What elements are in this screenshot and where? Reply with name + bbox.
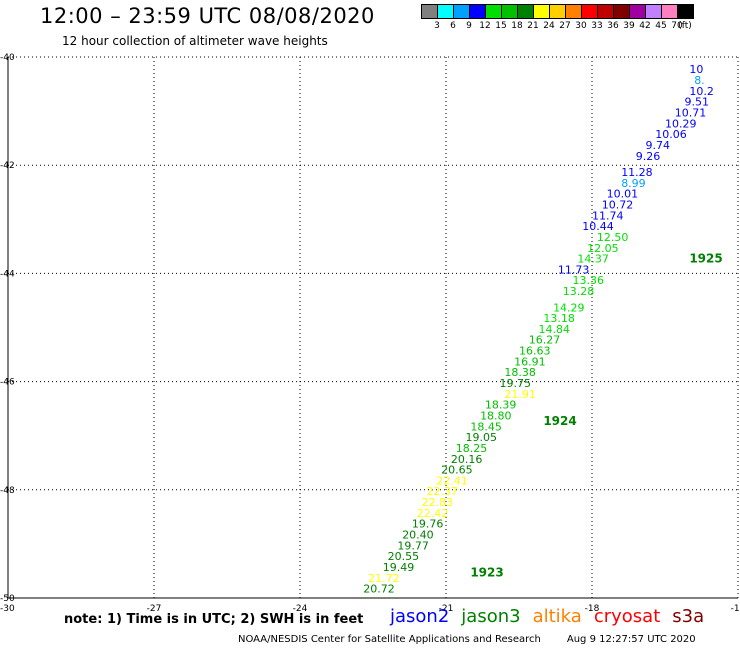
footer-timestamp: Aug 9 12:27:57 UTC 2020 xyxy=(566,634,696,645)
wave-height-label: 14.37 xyxy=(577,253,609,266)
wave-height-label: 16.27 xyxy=(529,334,561,347)
wave-height-label: 20.40 xyxy=(402,528,434,541)
color-scale-label: 12 xyxy=(479,21,491,31)
wave-height-label: 10.29 xyxy=(665,117,697,130)
color-scale-label: 18 xyxy=(511,21,523,31)
color-scale-cells xyxy=(421,4,694,19)
chart-subtitle: 12 hour collection of altimeter wave hei… xyxy=(62,34,328,48)
wave-height-label: 10.71 xyxy=(675,107,707,120)
wave-height-label: 10 xyxy=(689,63,703,76)
wave-height-label: 10.44 xyxy=(582,220,614,233)
wave-height-label: 18.39 xyxy=(485,399,517,412)
wave-height-label: 19.76 xyxy=(412,518,444,531)
color-scale-label: 3 xyxy=(434,21,440,31)
wave-height-label: 11.74 xyxy=(592,209,624,222)
color-scale-label: 24 xyxy=(543,21,555,31)
wave-height-label: 16.91 xyxy=(514,355,546,368)
footer-credit: NOAA/NESDIS Center for Satellite Applica… xyxy=(238,634,541,645)
wave-height-label: 12.05 xyxy=(587,242,619,255)
color-scale-cell xyxy=(677,4,694,19)
wave-height-label: 13.18 xyxy=(543,312,575,325)
wave-height-label: 22.41 xyxy=(436,474,468,487)
wave-height-label: 18.25 xyxy=(456,442,488,455)
wave-height-label: 11.73 xyxy=(558,263,590,276)
y-tick-label: -46 xyxy=(0,378,15,388)
time-label: 1924 xyxy=(543,414,576,428)
wave-height-label: 10.01 xyxy=(607,188,639,201)
x-tick-label: -18 xyxy=(585,604,600,614)
satellite-legend: jason2 jason3 altika cryosat s3a xyxy=(390,606,716,627)
chart-note: note: 1) Time is in UTC; 2) SWH is in fe… xyxy=(64,612,364,627)
wave-height-label: 20.16 xyxy=(451,453,483,466)
x-tick-label: -30 xyxy=(0,604,15,614)
color-scale-labels: 3 6 9 12 15 18 21 24 27 30 33 36 39 42 45 70 (ft) xyxy=(421,19,693,33)
color-scale-label: 27 xyxy=(559,21,571,31)
wave-height-label: 14.84 xyxy=(538,323,570,336)
wave-height-label: 9.74 xyxy=(646,139,671,152)
wave-height-label: 20.65 xyxy=(441,464,473,477)
color-scale-label: 45 xyxy=(655,21,667,31)
footer: NOAA/NESDIS Center for Satellite Applica… xyxy=(238,634,696,645)
wave-height-label: 13.36 xyxy=(573,274,605,287)
color-scale-label: 6 xyxy=(450,21,456,31)
color-scale-label: 33 xyxy=(591,21,603,31)
wave-height-label: 11.28 xyxy=(621,166,653,179)
wave-height-label: 8.99 xyxy=(621,177,646,190)
wave-height-label: 18.45 xyxy=(470,420,502,433)
x-tick-label: -15 xyxy=(731,604,740,614)
time-label: 1925 xyxy=(689,252,722,266)
wave-height-label: 12.50 xyxy=(597,231,629,244)
wave-height-label: 19.49 xyxy=(383,561,415,574)
color-scale-label: 70 xyxy=(671,21,683,31)
wave-height-label: 10.72 xyxy=(602,198,634,211)
color-scale-label: 21 xyxy=(527,21,539,31)
color-scale-label: 39 xyxy=(623,21,635,31)
color-scale-label: 36 xyxy=(607,21,619,31)
legend-jason3: jason3 xyxy=(461,606,521,627)
x-tick-label: -24 xyxy=(293,604,308,614)
y-tick-label: -44 xyxy=(0,269,15,279)
wave-height-label: 9.51 xyxy=(684,96,709,109)
wave-height-label: 10.2 xyxy=(689,85,714,98)
wave-height-label: 18.80 xyxy=(480,409,512,422)
legend-jason2: jason2 xyxy=(390,606,450,627)
wave-height-label: 10.06 xyxy=(655,128,687,141)
wave-height-label: 22.42 xyxy=(417,507,449,520)
y-tick-label: -40 xyxy=(0,53,15,63)
wave-height-label: 19.05 xyxy=(465,431,497,444)
color-scale-label: 9 xyxy=(466,21,472,31)
wave-height-label: 21.72 xyxy=(368,572,400,585)
wave-height-label: 13.28 xyxy=(563,285,595,298)
color-scale-label: (ft) xyxy=(678,21,692,31)
legend-cryosat: cryosat xyxy=(593,606,661,627)
wave-height-label: 19.77 xyxy=(397,539,429,552)
color-scale-label: 42 xyxy=(639,21,651,31)
time-label: 1923 xyxy=(470,565,503,579)
wave-height-label: 16.63 xyxy=(519,345,551,358)
y-tick-label: -48 xyxy=(0,486,15,496)
x-tick-label: -21 xyxy=(439,604,454,614)
chart-title: 12:00 – 23:59 UTC 08/08/2020 xyxy=(40,4,375,28)
legend-s3a: s3a xyxy=(672,606,705,627)
x-tick-label: -27 xyxy=(147,604,162,614)
wave-height-label: 18.38 xyxy=(504,366,536,379)
color-scale-legend: 3 6 9 12 15 18 21 24 27 30 33 36 39 42 45 70 (ft) xyxy=(421,4,694,33)
wave-height-label: 22.37 xyxy=(427,485,459,498)
y-tick-label: -42 xyxy=(0,161,15,171)
wave-height-label: 22.83 xyxy=(422,496,454,509)
wave-height-label: 14.29 xyxy=(553,301,585,314)
color-scale-label: 30 xyxy=(575,21,587,31)
wave-height-label: 19.75 xyxy=(500,377,532,390)
wave-height-label: 8. xyxy=(694,74,705,87)
wave-height-label: 20.55 xyxy=(388,550,420,563)
y-tick-label: -50 xyxy=(0,594,15,604)
legend-altika: altika xyxy=(532,606,582,627)
wave-height-label: 9.26 xyxy=(636,150,661,163)
wave-height-label: 21.91 xyxy=(504,388,536,401)
color-scale-label: 15 xyxy=(495,21,507,31)
wave-height-label: 20.72 xyxy=(363,583,395,596)
